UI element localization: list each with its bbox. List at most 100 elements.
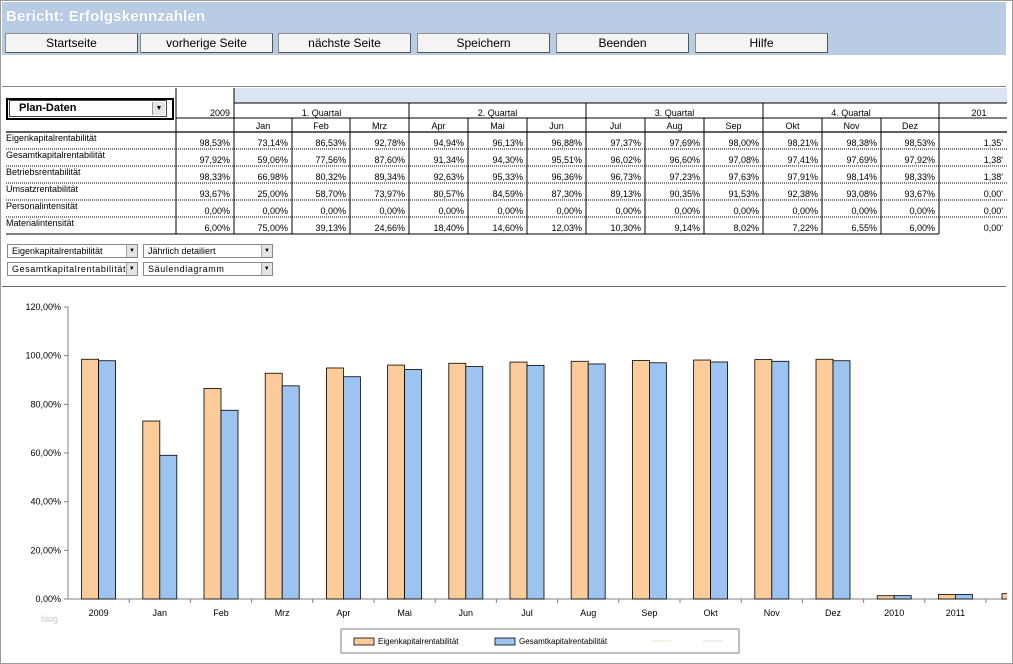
table-cell: 0,00' [983,206,1003,216]
bar-eigenkapital [938,593,956,600]
bar-eigenkapital [876,595,895,600]
table-cell: 91,53% [728,189,759,199]
table-cell: 39,13% [315,223,346,233]
y-tick-label: 20,00% [30,545,61,555]
month-header: Mrz [372,121,387,131]
table-cell: 96,88% [551,138,582,148]
chart-type-dropdown[interactable]: Säulendiagramm ▼ [143,262,273,276]
table-cell: 73,97% [374,189,405,199]
table-cell: 97,08% [728,155,759,165]
chevron-down-icon: ▼ [261,263,272,275]
quarter-header: 4. Quartal [831,108,871,118]
quarter-header: 2. Quartal [477,108,518,118]
month-header: Nov [843,121,860,131]
bar-eigenkapital [203,388,222,600]
table-cell: 90,35% [669,189,700,199]
metric2-dropdown[interactable]: Gesamtkapitalrentabilität ▼ [7,262,138,276]
next-year-header: 201 [971,108,987,118]
table-cell: 10,30% [610,223,641,233]
previous-page-button[interactable]: vorherige Seite [140,33,273,53]
legend-swatch-gesamtkapital [494,637,516,646]
month-header: Apr [431,121,446,131]
bar-gesamtkapital [771,360,790,600]
table-cell: 75,00% [257,223,288,233]
month-header: Jun [549,121,564,131]
x-tick-label: Jul [521,608,533,618]
next-page-button[interactable]: nächste Seite [278,33,411,53]
table-cell: 66,98% [257,172,288,182]
table-cell: 92,38% [787,189,818,199]
metric1-value: Eigenkapitalrentabilität [12,246,103,256]
table-cell: 0,00% [320,206,346,216]
plan-data-dropdown[interactable]: Plan-Daten ▼ [9,100,167,117]
quit-button[interactable]: Beenden [556,33,689,53]
table-cell: 98,21% [787,138,818,148]
bar-eigenkapital [325,367,344,600]
table-cell: 98,53% [904,138,935,148]
bar-eigenkapital [754,359,773,600]
row-label: Betriebsrentabilität [6,167,81,177]
table-cell: 96,73% [610,172,641,182]
bar-eigenkapital [632,360,650,600]
bar-gesamtkapital [404,369,423,600]
table-cell: 24,66% [374,223,405,233]
metric2-value: Gesamtkapitalrentabilität [12,264,127,274]
column-chart: 0,00% 20,00% 40,00% 60,00% 80,00% 100,00% 120,… [1,287,1009,663]
table-cell: 96,36% [551,172,582,182]
x-tick-label: 2011 [946,608,965,618]
month-header: Dez [901,121,918,131]
bar-gesamtkapital [649,362,667,600]
save-button[interactable]: Speichern [417,33,550,53]
chevron-down-icon: ▼ [261,245,272,257]
start-page-button[interactable]: Startseite [5,33,138,53]
table-cell: 0,00% [556,206,582,216]
table-cell: 97,37% [610,138,641,148]
table-cell: 9,14% [674,223,700,233]
table-cell: 58,70% [315,189,346,199]
table-cell: 95,51% [551,155,582,165]
header-band [234,88,1007,103]
table-cell: 77,56% [315,155,346,165]
y-tick-label: 40,00% [30,497,61,507]
table-cell: 87,30% [551,189,582,199]
x-tick-label: Okt [704,608,719,618]
table-cell: 1,35' [983,138,1003,148]
help-button[interactable]: Hilfe [695,33,828,53]
table-cell: 7,22% [792,223,818,233]
table-cell: 97,63% [728,172,759,182]
x-tick-label: Mrz [275,608,290,618]
separator [2,286,1006,287]
x-tick-label: Nov [764,608,781,618]
table-cell: 98,33% [904,172,935,182]
bar-gesamtkapital [526,364,545,600]
bar-gesamtkapital [342,376,361,600]
row-label: Umsatzrentabilität [6,184,79,194]
table-cell: 89,34% [374,172,405,182]
table-cell: 1,38' [983,172,1003,182]
table-cell: 89,13% [610,189,641,199]
table-cell: 6,00% [204,223,230,233]
month-header: Jul [609,121,622,131]
bar-gesamtkapital [159,454,178,600]
table-cell: 96,02% [610,155,641,165]
table-cell: 25,00% [257,189,288,199]
period-dropdown[interactable]: Jährlich detailiert ▼ [143,244,273,258]
metric1-dropdown[interactable]: Eigenkapitalrentabilität ▼ [7,244,138,258]
table-cell: 96,13% [492,138,523,148]
table-cell: 0,00' [983,223,1003,233]
table-cell: 80,57% [433,189,464,199]
chart-svg: 0,00% 20,00% 40,00% 60,00% 80,00% 100,00% 120,… [25,302,1009,654]
bar-eigenkapital [264,372,283,600]
bar-eigenkapital [448,362,467,600]
table-cell: 73,14% [257,138,288,148]
legend-label-eigenkapital: Eigenkapitalrentabilität [378,637,459,646]
table-cell: 14,60% [492,223,523,233]
row-label: Personalintensität [6,201,78,211]
table-cell: 0,00' [983,189,1003,199]
x-tick-label: Aug [580,608,596,618]
table-cell: 98,53% [199,138,230,148]
row-label: Gesamtkapitalrentabilität [6,150,106,160]
table-cell: 97,41% [787,155,818,165]
table-cell: 84,59% [492,189,523,199]
